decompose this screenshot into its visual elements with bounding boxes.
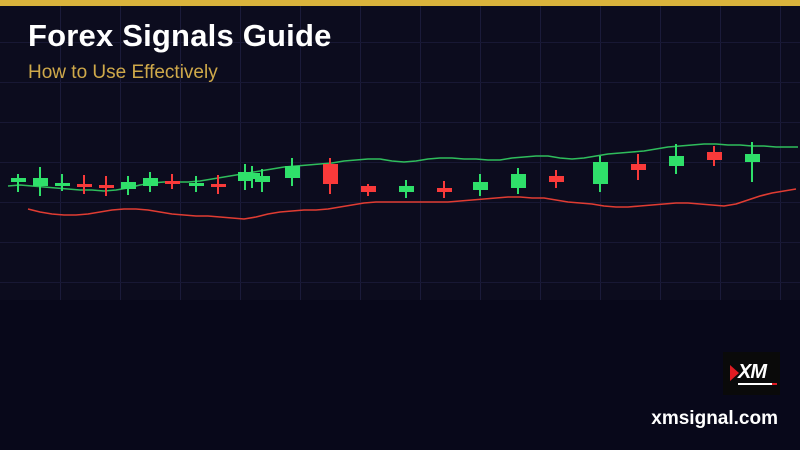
xm-logo-underline-accent [772,383,777,385]
candlestick [436,6,452,300]
candle-body [472,182,488,190]
candle-body [54,183,70,186]
candle-wick [61,174,63,191]
candlestick [322,6,338,300]
candle-wick [751,142,753,182]
candlesticks-layer [0,6,800,300]
candlestick [76,6,92,300]
xm-logo-inner: XM [723,352,780,395]
candle-body [668,156,684,166]
candlestick [284,6,300,300]
candlestick [630,6,646,300]
candle-body [98,185,114,188]
candlestick [142,6,158,300]
candle-body [548,176,564,182]
candlestick [668,6,684,300]
candle-wick [17,174,19,192]
xm-logo-text: XM [738,361,767,383]
page-subtitle: How to Use Effectively [28,62,218,83]
candlestick [98,6,114,300]
candle-body [592,162,608,184]
page-title: Forex Signals Guide [28,18,332,53]
candle-body [254,176,270,182]
candle-body [244,173,260,179]
candlestick [472,6,488,300]
candle-body [706,152,722,160]
title-banner [0,300,800,450]
triangle-icon [730,365,739,381]
candlestick [510,6,526,300]
candle-body [398,186,414,192]
candlestick [32,6,48,300]
lower-indicator-line [27,188,797,220]
candlestick [744,6,760,300]
candlestick [210,6,226,300]
candlestick [120,6,136,300]
candle-body [120,182,136,189]
candle-body [744,154,760,162]
candlestick [398,6,414,300]
candlestick [188,6,204,300]
candle-body [164,181,180,184]
candle-body [188,183,204,186]
xm-logo: XM [723,352,780,395]
candlestick-chart-panel [0,6,800,300]
candlestick [548,6,564,300]
website-url: xmsignal.com [651,408,778,429]
candle-body [10,178,26,182]
candlestick [706,6,722,300]
candlestick [10,6,26,300]
xm-logo-underline [738,383,772,385]
candle-body [76,184,92,187]
candle-body [210,184,226,187]
candlestick [592,6,608,300]
candle-body [436,188,452,192]
candlestick [54,6,70,300]
top-accent-bar [0,0,800,6]
candle-body [360,186,376,192]
candlestick [244,6,260,300]
indicator-lines [7,143,798,220]
candlestick [254,6,270,300]
candle-body [284,166,300,178]
moving-average-line [7,143,798,192]
candlestick [360,6,376,300]
candlestick [164,6,180,300]
candle-body [630,164,646,170]
candle-body [510,174,526,188]
candle-body [142,178,158,186]
candle-body [32,178,48,186]
candle-body [322,164,338,184]
